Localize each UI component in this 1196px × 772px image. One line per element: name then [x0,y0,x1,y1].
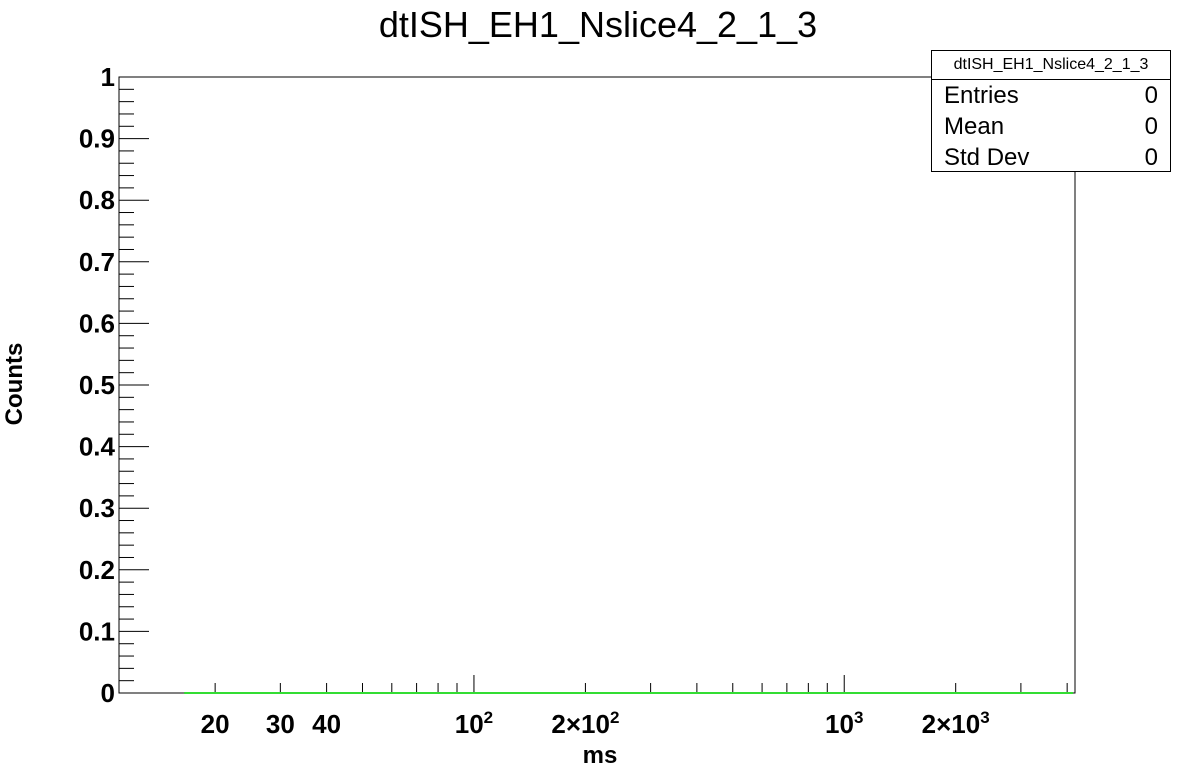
y-tick-label: 0.8 [79,185,115,215]
x-axis-label: ms [582,742,618,769]
stats-value: 0 [1144,82,1158,109]
stats-box: dtISH_EH1_Nslice4_2_1_3 Entries 0 Mean 0… [931,50,1171,172]
x-tick-label: 30 [266,709,295,739]
y-tick-label: 0.9 [79,124,115,154]
y-axis-label: Counts [1,342,28,426]
y-tick-label: 0.5 [79,370,115,400]
x-tick-label: 20 [201,709,230,739]
stats-row-mean: Mean 0 [932,111,1170,142]
x-tick-label: 103 [825,708,863,739]
y-tick-label: 0.1 [79,616,115,646]
y-tick-label: 0.2 [79,555,115,585]
y-tick-label: 0.3 [79,493,115,523]
stats-label: Mean [944,113,1005,140]
y-tick-label: 0 [101,678,115,708]
stats-row-stddev: Std Dev 0 [932,142,1170,173]
x-tick-label: 102 [455,708,493,739]
stats-row-entries: Entries 0 [932,80,1170,111]
x-tick-label: 2×102 [551,708,619,739]
y-tick-label: 0.4 [79,432,116,462]
stats-box-title: dtISH_EH1_Nslice4_2_1_3 [932,51,1170,80]
x-tick-label: 40 [312,709,341,739]
y-tick-label: 0.7 [79,247,115,277]
x-tick-label: 2×103 [922,708,990,739]
y-tick-label: 0.6 [79,308,115,338]
stats-label: Std Dev [944,144,1030,171]
stats-value: 0 [1144,113,1158,140]
stats-label: Entries [944,82,1019,109]
stats-value: 0 [1144,144,1158,171]
chart-title: dtISH_EH1_Nslice4_2_1_3 [378,4,818,45]
y-tick-label: 1 [101,62,115,92]
